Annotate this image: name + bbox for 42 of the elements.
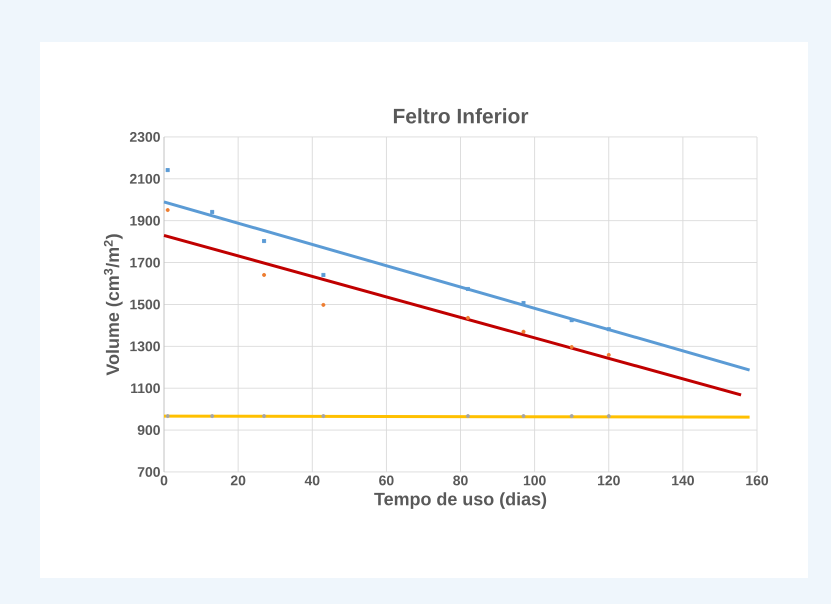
y-tick-label: 900 bbox=[138, 425, 160, 436]
point bbox=[570, 414, 574, 418]
point bbox=[466, 316, 470, 320]
y-tick-label: 700 bbox=[138, 467, 160, 477]
point bbox=[570, 344, 574, 349]
y-tick-label: 2300 bbox=[130, 132, 160, 142]
x-tick-label: 60 bbox=[379, 475, 394, 486]
point bbox=[210, 210, 214, 214]
chart-title: Feltro Inferior bbox=[394, 108, 528, 124]
y-tick-label: 1700 bbox=[130, 258, 160, 268]
x-tick-label: 160 bbox=[746, 475, 768, 486]
y-tick-label: 1900 bbox=[130, 216, 160, 226]
point bbox=[321, 302, 326, 307]
point bbox=[262, 239, 266, 244]
x-tick-label: 20 bbox=[230, 475, 246, 486]
point bbox=[166, 168, 170, 172]
point bbox=[466, 414, 470, 418]
x-tick-label: 140 bbox=[672, 475, 694, 486]
point bbox=[166, 414, 170, 418]
x-tick-label: 120 bbox=[598, 475, 620, 486]
point bbox=[606, 327, 611, 332]
point bbox=[606, 414, 611, 418]
x-tick-label: 40 bbox=[304, 475, 320, 486]
y-axis-title: Volume (cm$^{3}$/m$^{2}$) bbox=[104, 234, 123, 376]
x-axis-title: Tempo de uso (dias) bbox=[374, 492, 546, 509]
point bbox=[606, 352, 611, 357]
y-tick-label: 1300 bbox=[130, 341, 160, 352]
point bbox=[321, 272, 326, 277]
point bbox=[321, 414, 326, 418]
point bbox=[522, 414, 526, 418]
point bbox=[210, 414, 214, 418]
y-tick-label: 2100 bbox=[130, 174, 160, 184]
x-tick-label: 100 bbox=[524, 475, 546, 486]
y-tick-label: 1500 bbox=[130, 300, 160, 310]
point bbox=[522, 330, 526, 334]
point bbox=[262, 272, 266, 277]
point bbox=[466, 286, 470, 291]
point bbox=[166, 208, 170, 212]
x-tick-label: 0 bbox=[160, 475, 168, 486]
y-tick-label: 1100 bbox=[131, 383, 160, 394]
x-tick-label: 80 bbox=[453, 475, 468, 486]
point bbox=[262, 414, 266, 418]
